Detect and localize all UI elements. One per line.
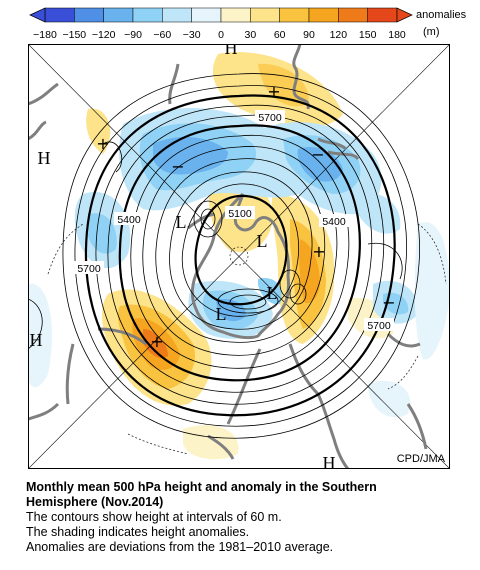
colorbar-tick-labels: −180 −150 −120 −90 −60 −30 0 30 60 90 120 150 180 (33, 29, 406, 41)
pressure-centers: H H H H L L L L (30, 44, 336, 469)
high-marker-bottom: H (323, 453, 336, 469)
colorbar-swatch (162, 7, 192, 23)
colorbar-unit-label: anomalies (416, 9, 467, 21)
colorbar-tick-label: 60 (274, 29, 286, 41)
low-marker-1: L (176, 212, 187, 232)
high-marker-lower-left: H (30, 330, 43, 350)
colorbar-swatch (220, 7, 251, 23)
colorbar-tick-label: −150 (63, 29, 87, 41)
colorbar-tick-label: 0 (218, 29, 224, 41)
colorbar-tick-label: 90 (303, 29, 315, 41)
colorbar-swatch (279, 7, 310, 23)
dashed-boundaries (47, 223, 447, 455)
contour-label-5700-right: 5700 (367, 320, 391, 332)
plus-marker-4: + (150, 332, 163, 351)
colorbar-swatch (367, 7, 398, 23)
contour-label-5700-left: 5700 (77, 263, 101, 275)
colorbar-left-arrow (29, 7, 46, 23)
colorbar-tick-label: −180 (33, 29, 57, 41)
caption-line-1: The contours show height at intervals of… (26, 510, 282, 524)
colorbar-tick-label: 150 (359, 29, 377, 41)
plus-marker-2: + (96, 134, 109, 153)
colorbar-swatches (44, 7, 398, 23)
caption-title-line-1: Monthly mean 500 hPa height and anomaly … (26, 480, 377, 494)
colorbar-right-arrow (396, 7, 413, 23)
colorbar-tick-label: 30 (244, 29, 256, 41)
contour-labels: 5700 5400 5100 5400 5700 5700 (74, 110, 394, 332)
figure-caption: Monthly mean 500 hPa height and anomaly … (26, 480, 476, 555)
anomaly-colorbar: −180 −150 −120 −90 −60 −30 0 30 60 90 120 150 180 an… (29, 7, 467, 41)
minus-marker-3: − (382, 293, 395, 312)
colorbar-tick-label: −90 (124, 29, 142, 41)
plus-marker-3: + (312, 242, 325, 261)
caption-title-line-2: Hemisphere (Nov.2014) (26, 495, 164, 509)
colorbar-swatch (191, 7, 222, 23)
high-marker-left: H (38, 148, 51, 168)
low-marker-4: L (216, 304, 227, 324)
colorbar-tick-label: −30 (183, 29, 201, 41)
thick-contours (84, 94, 396, 417)
graticule (28, 44, 450, 469)
contour-label-5400-left: 5400 (117, 214, 141, 226)
colorbar-tick-label: 120 (330, 29, 348, 41)
colorbar-swatch (308, 7, 339, 23)
colorbar-tick-label: −120 (92, 29, 116, 41)
colorbar-swatch (338, 7, 368, 23)
plus-marker-1: + (267, 82, 280, 101)
high-marker-top: H (225, 44, 238, 58)
anomaly-centers: + + + + − − − (96, 82, 395, 351)
map-frame (28, 44, 450, 469)
colorbar-swatch (74, 7, 104, 23)
low-marker-2: L (257, 231, 268, 251)
contour-label-5700-top: 5700 (258, 112, 282, 124)
colorbar-swatch (44, 7, 75, 23)
caption-line-3: Anomalies are deviations from the 1981–2… (26, 540, 334, 554)
colorbar-swatch (250, 7, 280, 23)
coastlines (28, 44, 428, 469)
credit-label: CPD/JMA (397, 453, 446, 465)
colorbar-swatch (132, 7, 163, 23)
contour-label-5400-right: 5400 (322, 216, 346, 228)
minus-marker-2: − (311, 145, 324, 164)
colorbar-tick-label: −60 (153, 29, 171, 41)
height-contours (28, 73, 420, 439)
colorbar-unit: (m) (423, 26, 440, 38)
polar-stereographic-map: 5700 5400 5100 5400 5700 5700 H H H H L … (28, 44, 450, 469)
colorbar-tick-label: 180 (388, 29, 406, 41)
low-marker-3: L (267, 283, 278, 303)
contour-label-5100: 5100 (228, 208, 252, 220)
colorbar-swatch (103, 7, 134, 23)
minus-marker-1: − (171, 157, 184, 176)
caption-line-2: The shading indicates height anomalies. (26, 525, 250, 539)
